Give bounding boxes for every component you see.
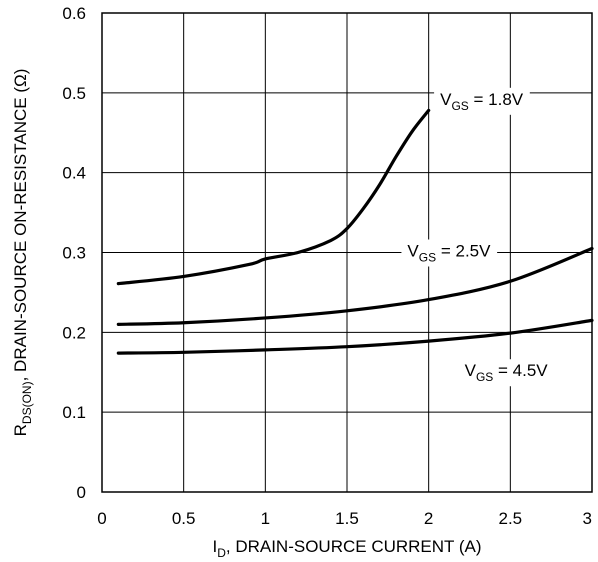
x-tick-labels: 0 0.5 1 1.5 2 2.5 3	[97, 509, 592, 528]
series-label-vgs-1.8: VGS = 1.8V	[440, 90, 524, 113]
x-tick-label: 0	[97, 509, 106, 528]
series-label-bg-2	[401, 239, 498, 267]
x-tick-label: 2	[424, 509, 433, 528]
y-tick-label: 0.6	[62, 4, 86, 23]
x-tick-label: 3	[583, 509, 592, 528]
x-tick-label: 0.5	[172, 509, 196, 528]
series-line-3	[116, 318, 594, 355]
y-tick-label: 0.1	[62, 403, 86, 422]
series-label-vgs-2.5: VGS = 2.5V	[407, 241, 491, 264]
series-lines	[116, 108, 594, 355]
series-line-2	[116, 246, 594, 326]
x-tick-label: 2.5	[499, 509, 523, 528]
y-tick-labels: 0 0.1 0.2 0.3 0.4 0.5 0.6	[62, 4, 86, 502]
x-tick-label: 1.5	[335, 509, 359, 528]
series-label-bg-3	[458, 359, 555, 387]
plot-frame	[101, 12, 593, 493]
y-tick-label: 0.3	[62, 244, 86, 263]
y-tick-label: 0.5	[62, 84, 86, 103]
x-tick-label: 1	[261, 509, 270, 528]
grid	[102, 13, 592, 492]
y-axis-title: RDS(ON), DRAIN-SOURCE ON-RESISTANCE (Ω)	[11, 69, 34, 437]
x-axis-title: ID, DRAIN-SOURCE CURRENT (A)	[212, 537, 481, 560]
series-line-1	[116, 108, 431, 286]
series-label-vgs-4.5: VGS = 4.5V	[465, 361, 549, 384]
y-tick-label: 0.2	[62, 323, 86, 342]
series-label-bg-1	[434, 87, 530, 115]
y-tick-label: 0.4	[62, 164, 86, 183]
y-tick-label: 0	[77, 483, 86, 502]
